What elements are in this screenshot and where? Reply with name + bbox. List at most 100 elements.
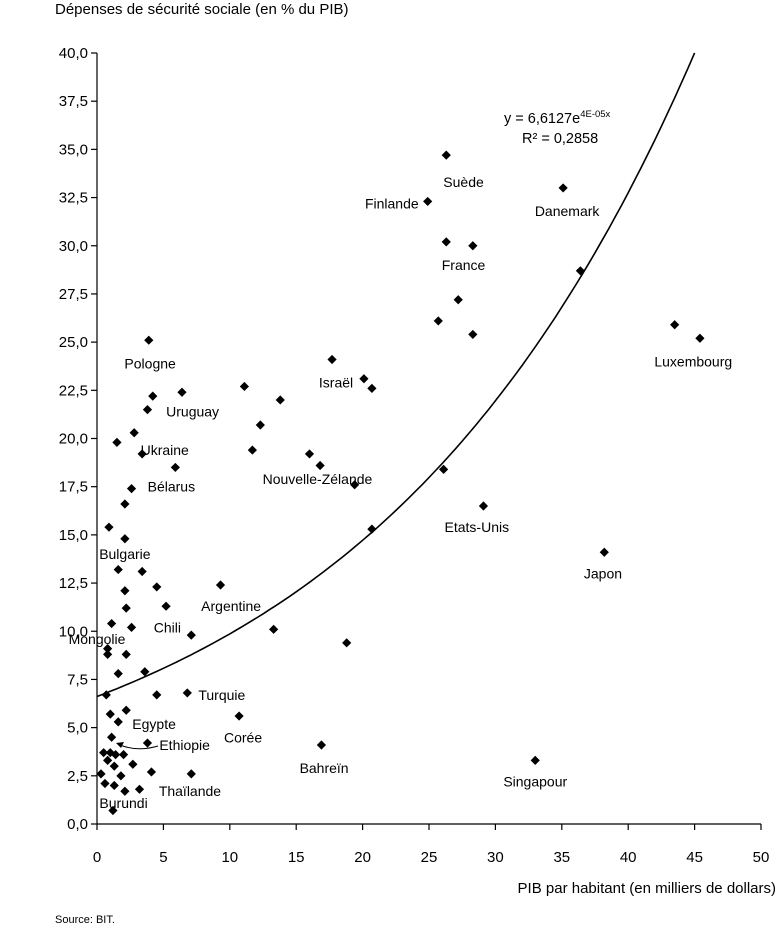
x-tick-label: 45 <box>686 849 703 866</box>
y-tick-label: 37,5 <box>59 93 88 110</box>
data-point <box>342 638 352 648</box>
y-tick-label: 5,0 <box>67 720 88 737</box>
point-label: Mongolie <box>69 631 126 647</box>
point-label: Thaïlande <box>159 783 221 799</box>
data-point <box>239 381 250 392</box>
data-point <box>152 690 162 700</box>
data-point <box>118 750 129 760</box>
data-point <box>128 759 138 769</box>
y-tick-label: 0,0 <box>67 816 88 833</box>
data-point <box>109 761 119 771</box>
point-label: Egypte <box>132 716 176 732</box>
data-point <box>327 354 337 365</box>
y-tick-label: 35,0 <box>59 141 88 158</box>
data-point <box>146 767 157 777</box>
data-point <box>468 241 478 251</box>
data-point <box>478 501 489 511</box>
y-tick-label: 17,5 <box>59 479 88 496</box>
data-point <box>215 580 226 590</box>
data-point <box>269 624 279 634</box>
point-label: Bélarus <box>148 479 195 495</box>
data-point <box>177 387 187 397</box>
x-tick-label: 25 <box>421 849 438 866</box>
data-point <box>112 437 122 447</box>
y-tick-label: 22,5 <box>59 382 88 399</box>
point-label: Luxembourg <box>654 353 732 369</box>
data-point <box>170 462 180 473</box>
data-point <box>113 564 123 575</box>
point-label: Bahreïn <box>300 760 349 776</box>
y-tick-label: 2,5 <box>67 768 88 785</box>
data-point <box>161 601 171 611</box>
data-point <box>275 395 285 405</box>
data-point <box>140 667 150 677</box>
point-label: France <box>442 257 486 273</box>
data-point <box>113 669 123 679</box>
y-axis-title: Dépenses de sécurité sociale (en % du PI… <box>55 1 349 18</box>
x-tick-label: 10 <box>221 849 238 866</box>
data-point <box>186 769 196 779</box>
data-point <box>107 732 117 742</box>
data-point <box>359 374 369 384</box>
data-point <box>530 755 540 765</box>
x-tick-label: 5 <box>159 849 167 866</box>
point-label: Ethiopie <box>159 737 210 753</box>
source-note: Source: BIT. <box>55 914 115 926</box>
data-point <box>441 150 451 160</box>
point-label: Bulgarie <box>99 546 151 562</box>
y-tick-label: 40,0 <box>59 45 88 62</box>
data-point <box>103 649 113 659</box>
data-point <box>120 786 130 796</box>
data-point <box>316 740 327 750</box>
data-point <box>101 690 111 700</box>
data-point <box>144 335 154 345</box>
point-label: Suède <box>443 174 484 190</box>
x-tick-label: 35 <box>553 849 570 866</box>
data-point <box>120 586 130 596</box>
point-label: Corée <box>224 729 262 745</box>
data-point <box>129 428 139 438</box>
exponential-trendline <box>96 52 696 698</box>
x-tick-label: 50 <box>753 849 770 866</box>
data-point <box>695 333 705 343</box>
data-point <box>137 449 147 459</box>
data-point <box>255 420 265 430</box>
data-point <box>453 295 463 305</box>
y-tick-label: 25,0 <box>59 334 88 351</box>
data-point <box>137 566 147 577</box>
point-label: Japon <box>584 565 622 581</box>
x-tick-label: 40 <box>620 849 637 866</box>
data-point <box>152 582 162 592</box>
x-tick-label: 15 <box>288 849 305 866</box>
data-point <box>105 748 115 758</box>
x-tick-label: 20 <box>354 849 371 866</box>
data-point <box>105 709 115 719</box>
data-point <box>96 769 106 779</box>
data-point <box>186 630 196 640</box>
point-label: Chili <box>154 619 181 635</box>
data-point <box>304 449 315 459</box>
ethiopie-leader-arrow <box>119 744 159 750</box>
y-tick-label: 20,0 <box>59 431 88 448</box>
data-point <box>116 771 126 781</box>
data-point <box>468 329 478 340</box>
y-tick-label: 27,5 <box>59 286 88 303</box>
data-point <box>121 603 131 613</box>
y-tick-label: 15,0 <box>59 527 88 544</box>
data-point <box>350 480 360 490</box>
data-point <box>142 404 153 415</box>
data-point <box>182 688 192 698</box>
x-ticks: 0 5 10 15 20 25 30 35 40 45 50 <box>93 824 770 866</box>
data-point <box>103 755 113 765</box>
data-point <box>121 705 131 715</box>
point-label: Uruguay <box>166 404 219 420</box>
data-point <box>575 266 585 276</box>
data-point <box>100 778 110 789</box>
data-point <box>99 748 109 758</box>
y-tick-label: 32,5 <box>59 190 88 207</box>
point-label: Argentine <box>201 598 261 614</box>
point-label: Ukraine <box>141 442 189 458</box>
data-point <box>558 183 568 193</box>
data-point <box>103 643 113 654</box>
